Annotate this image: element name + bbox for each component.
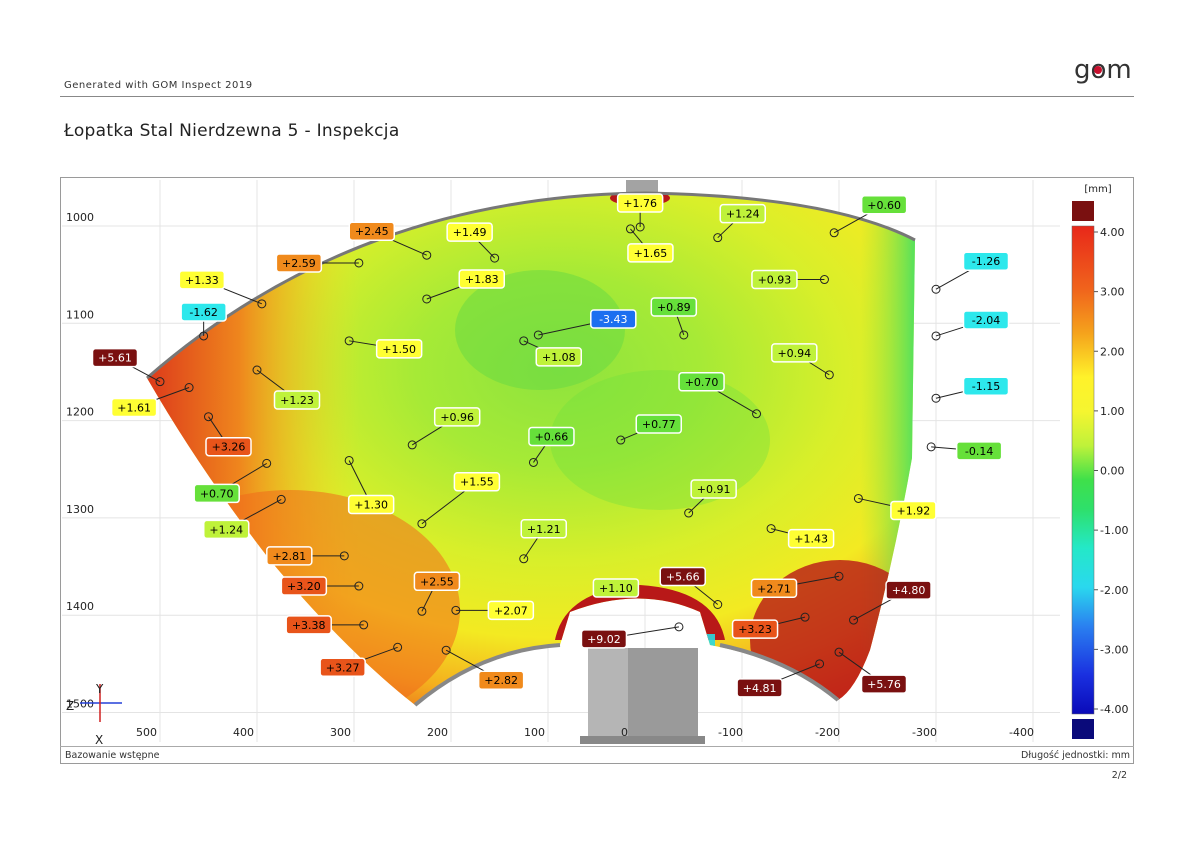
inspection-frame bbox=[60, 177, 1134, 764]
alignment-label: Bazowanie wstępne bbox=[65, 750, 160, 761]
footer-divider bbox=[60, 746, 1134, 747]
gom-logo: gom bbox=[1074, 56, 1132, 85]
unit-length-label: Długość jednostki: mm bbox=[1021, 750, 1130, 761]
generated-with-text: Generated with GOM Inspect 2019 bbox=[64, 80, 253, 91]
page-title: Łopatka Stal Nierdzewna 5 - Inspekcja bbox=[64, 121, 400, 141]
gom-logo-text: gom bbox=[1074, 56, 1132, 85]
header-divider bbox=[60, 96, 1134, 97]
page-number: 2/2 bbox=[1111, 770, 1127, 781]
